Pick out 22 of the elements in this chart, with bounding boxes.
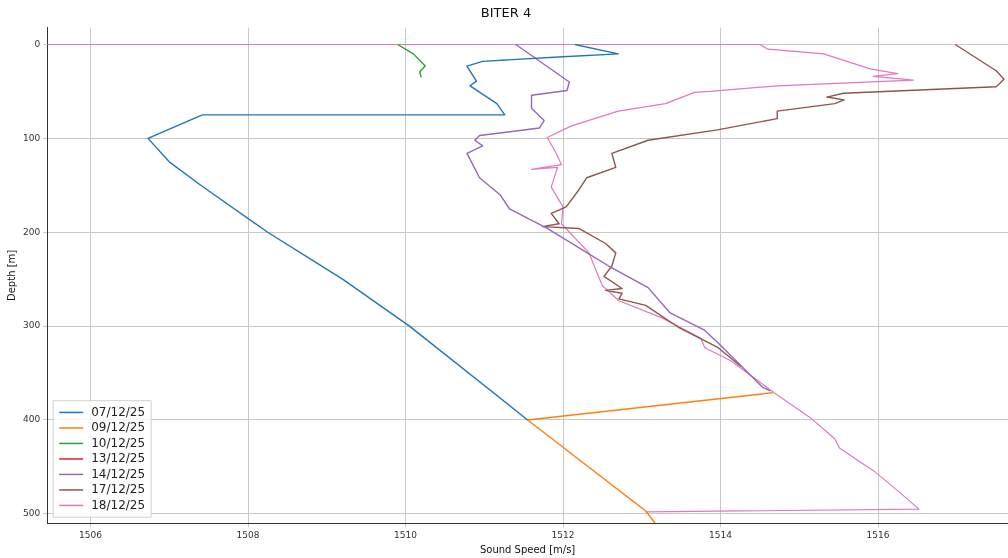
legend-label: 09/12/25	[91, 420, 146, 435]
x-tick-label: 1516	[866, 529, 890, 540]
y-tick-label: 0	[34, 38, 41, 49]
legend-label: 14/12/25	[91, 466, 146, 481]
x-tick-label: 1514	[709, 529, 733, 540]
x-tick-label: 1506	[79, 529, 103, 540]
y-tick-label: 200	[22, 226, 41, 237]
x-axis-title: Sound Speed [m/s]	[479, 543, 576, 555]
legend-label: 18/12/25	[91, 497, 146, 512]
y-tick-label: 500	[22, 508, 41, 519]
legend-label: 13/12/25	[91, 451, 146, 466]
y-axis-title: Depth [m]	[5, 249, 17, 301]
y-tick-label: 100	[22, 132, 41, 143]
chart-title: BITER 4	[480, 5, 532, 21]
x-tick-label: 1512	[551, 529, 575, 540]
y-tick-label: 400	[22, 414, 41, 425]
x-tick-label: 1508	[236, 529, 260, 540]
y-tick-label: 300	[22, 320, 41, 331]
legend-label: 10/12/25	[91, 435, 146, 450]
legend-label: 17/12/25	[91, 482, 146, 497]
x-tick-label: 1510	[394, 529, 418, 540]
legend-label: 07/12/25	[91, 404, 146, 419]
